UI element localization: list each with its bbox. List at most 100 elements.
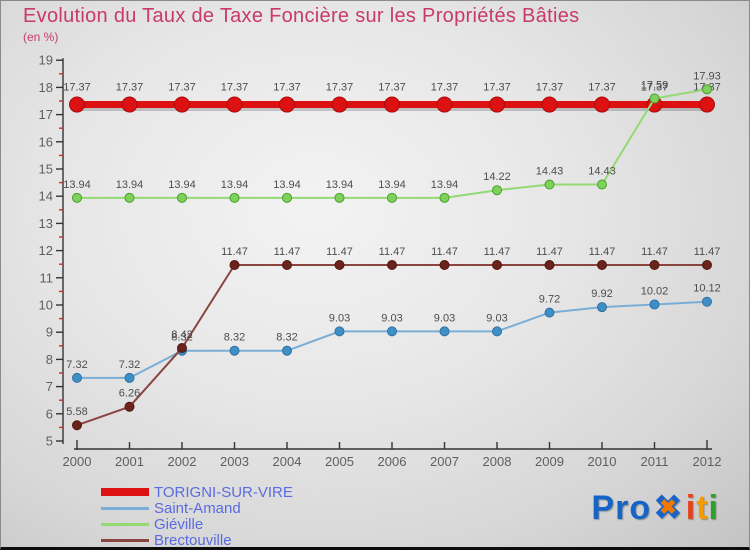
value-label: 7.32 — [66, 359, 87, 371]
x-tick-label: 2001 — [115, 454, 144, 469]
value-label: 17.37 — [116, 82, 144, 94]
data-point — [69, 96, 85, 113]
y-tick-label: 12 — [39, 243, 53, 258]
value-label: 11.47 — [221, 246, 248, 258]
value-label: 17.37 — [378, 82, 406, 94]
value-label: 17.37 — [326, 82, 354, 94]
data-point — [384, 96, 400, 113]
value-label: 13.94 — [63, 179, 91, 191]
data-point — [282, 345, 292, 356]
x-tick-label: 2005 — [325, 454, 354, 469]
value-label: 17.93 — [693, 70, 721, 82]
data-point — [282, 260, 292, 271]
value-label: 11.47 — [641, 246, 668, 258]
data-point — [121, 96, 138, 113]
value-label: 17.37 — [536, 82, 564, 94]
value-label: 9.72 — [539, 294, 560, 306]
value-label: 8.32 — [276, 332, 297, 344]
x-tick-label: 2010 — [588, 454, 617, 469]
data-point — [334, 192, 345, 203]
data-point — [124, 372, 135, 383]
legend-label: Saint-Amand — [154, 499, 241, 517]
value-label: 11.47 — [379, 246, 406, 258]
legend-swatch — [101, 538, 149, 542]
legend-item-brectouville: Brectouville — [101, 532, 293, 547]
logo-letter: i — [708, 489, 719, 527]
data-point — [544, 260, 555, 271]
y-tick-label: 16 — [39, 134, 53, 149]
data-point — [541, 96, 558, 113]
value-label: 17.37 — [273, 82, 301, 94]
y-tick-label: 17 — [39, 107, 53, 122]
logo-letter: i — [685, 489, 697, 527]
y-tick-label: 10 — [39, 298, 53, 313]
value-label: 17.37 — [588, 82, 616, 94]
data-point — [439, 326, 450, 337]
value-label: 5.58 — [66, 406, 87, 418]
value-label: 9.03 — [486, 312, 507, 324]
y-tick-label: 6 — [46, 406, 53, 421]
value-label: 13.94 — [378, 179, 406, 191]
legend-label: TORIGNI-SUR-VIRE — [154, 483, 293, 501]
x-tick-label: 2002 — [168, 454, 197, 469]
data-point — [226, 96, 243, 113]
data-point — [594, 96, 610, 113]
x-tick-label: 2003 — [220, 454, 249, 469]
value-label: 13.94 — [431, 179, 459, 191]
x-tick-label: 2006 — [378, 454, 407, 469]
value-label: 14.43 — [588, 166, 616, 178]
value-label: 14.22 — [483, 171, 511, 183]
logo-x-overlay: ✖ — [659, 497, 678, 519]
chart-svg: 5 6 7 8 9 10 11 12 13 14 15 16 17 18 19 2000 2001 2002 200… — [39, 53, 722, 469]
legend-swatch — [101, 522, 149, 526]
data-point — [229, 345, 240, 356]
y-tick-label: 15 — [39, 162, 53, 177]
value-label: 13.94 — [168, 179, 196, 191]
data-point — [387, 260, 397, 271]
value-label: 11.47 — [536, 246, 563, 258]
data-point — [597, 179, 607, 190]
data-point — [702, 260, 712, 271]
value-label: 6.26 — [119, 388, 140, 400]
x-tick-label: 2004 — [273, 454, 302, 469]
value-label: 17.37 — [221, 82, 249, 94]
chart-legend: TORIGNI-SUR-VIRE Saint-Amand Giéville Brect… — [101, 483, 293, 547]
value-label: 9.92 — [591, 288, 612, 300]
x-tick-label: 2000 — [63, 454, 92, 469]
y-tick-label: 8 — [46, 352, 53, 367]
data-point — [124, 401, 135, 412]
y-tick-label: 13 — [39, 216, 53, 231]
value-label: 11.47 — [589, 246, 616, 258]
logo-letter: t — [696, 489, 709, 527]
data-point — [489, 96, 505, 113]
data-point — [331, 96, 348, 113]
data-point — [72, 420, 82, 431]
value-label: 17.37 — [431, 82, 459, 94]
legend-item-gi-ville: Giéville — [101, 516, 293, 532]
data-point — [492, 260, 502, 271]
value-label: 13.94 — [221, 179, 249, 191]
legend-swatch — [101, 506, 149, 510]
x-tick-label: 2009 — [535, 454, 564, 469]
value-label: 17.37 — [483, 82, 511, 94]
logo-letter: P — [591, 489, 616, 527]
data-point — [439, 192, 450, 203]
page-title: Evolution du Taux de Taxe Foncière sur l… — [23, 5, 580, 27]
legend-swatch — [101, 488, 149, 496]
data-point — [72, 372, 82, 383]
page-subtitle: (en %) — [23, 30, 59, 44]
value-label: 7.32 — [119, 359, 140, 371]
data-point — [649, 93, 660, 104]
data-point — [492, 326, 502, 337]
value-label: 9.03 — [329, 312, 350, 324]
value-label: 9.03 — [434, 312, 455, 324]
logo-letter: r — [615, 489, 630, 527]
value-label: 17.37 — [63, 82, 91, 94]
y-tick-label: 11 — [40, 270, 54, 285]
value-label: 13.94 — [326, 179, 354, 191]
y-tick-label: 7 — [46, 379, 53, 394]
value-label: 17.37 — [641, 82, 669, 94]
x-tick-label: 2012 — [693, 454, 722, 469]
value-label: 11.47 — [694, 246, 721, 258]
